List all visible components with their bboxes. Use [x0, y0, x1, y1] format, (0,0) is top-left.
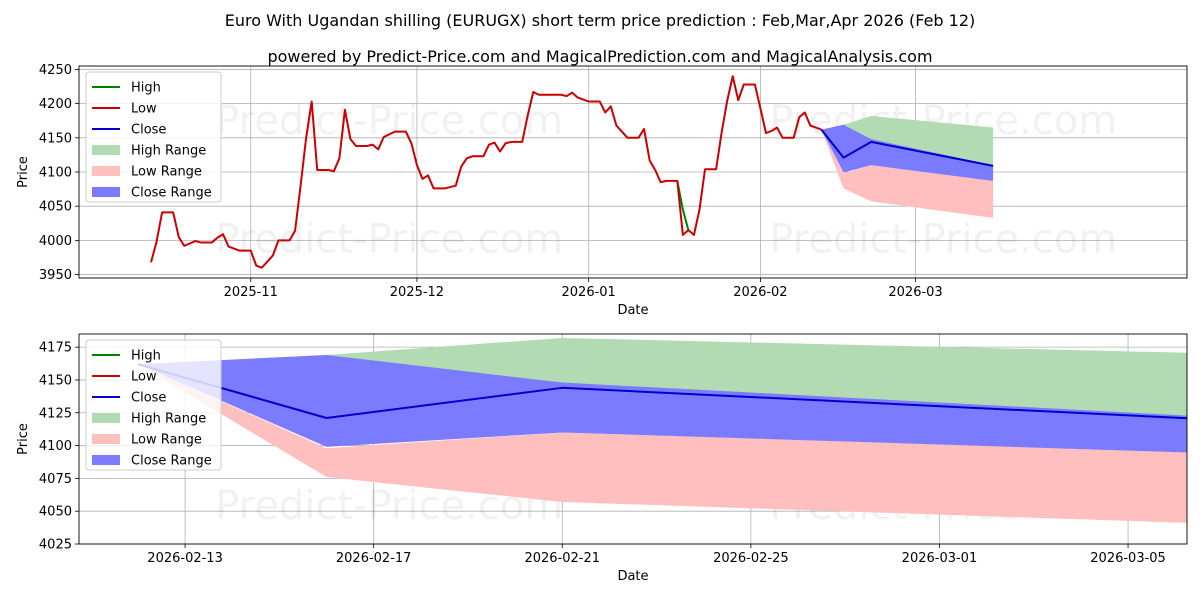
chart1-legend-label-high-range: High Range: [131, 144, 206, 159]
chart1-legend-swatch-close-range: [92, 187, 120, 197]
chart2-legend-label-low-range: Low Range: [131, 433, 202, 448]
chart1-x-tick-label: 2025-12: [390, 285, 444, 300]
chart1-legend-label-close-range: Close Range: [131, 186, 212, 201]
chart2-x-tick-label: 2026-03-05: [1090, 551, 1166, 566]
chart1-watermark: Predict-Price.com: [215, 98, 563, 144]
chart-1-history-and-forecast: 2025-11 2025-12 2026-01 2026-02 2026-03 3950 4…: [16, 63, 1188, 318]
chart2-legend-swatch-low-range: [92, 434, 120, 444]
chart1-legend-label-high: High: [131, 81, 161, 96]
chart-subtitle: powered by Predict-Price.com and Magical…: [267, 47, 932, 66]
chart-title: Euro With Ugandan shilling (EURUGX) shor…: [225, 11, 976, 30]
chart2-y-tick-label: 4175: [39, 341, 72, 356]
chart1-x-tick-label: 2025-11: [224, 285, 278, 300]
chart2-legend-swatch-high-range: [92, 413, 120, 423]
chart1-y-tick-label: 4200: [39, 97, 72, 112]
chart2-high-range-band: [137, 337, 1187, 417]
chart1-x-tick-label: 2026-01: [562, 285, 616, 300]
chart2-legend-label-high-range: High Range: [131, 412, 206, 427]
chart2-y-tick-label: 4150: [39, 373, 72, 388]
chart1-y-axis-label: Price: [16, 156, 31, 188]
chart2-legend-label-low: Low: [131, 370, 157, 385]
chart2-close-line: [137, 363, 1187, 420]
chart1-low-range-band: [821, 129, 994, 218]
chart1-y-tick-label: 4100: [39, 166, 72, 181]
chart2-y-tick-label: 4050: [39, 505, 72, 520]
chart1-watermark: Predict-Price.com: [215, 217, 563, 263]
chart2-x-axis-label: Date: [617, 569, 648, 584]
chart2-legend-label-close-range: Close Range: [131, 454, 212, 469]
chart1-legend-swatch-high-range: [92, 145, 120, 155]
chart1-series-group: [150, 75, 994, 269]
chart2-series-group: [137, 337, 1187, 523]
chart2-low-range-band: [137, 364, 1187, 523]
chart2-x-tick-label: 2026-02-13: [147, 551, 223, 566]
chart1-legend-label-close: Close: [131, 123, 166, 138]
chart1-x-axis-label: Date: [617, 303, 648, 318]
chart1-y-tick-label: 3950: [39, 268, 72, 283]
chart1-y-tick-label: 4050: [39, 200, 72, 215]
chart2-y-tick-label: 4025: [39, 538, 72, 553]
chart2-y-tick-label: 4125: [39, 406, 72, 421]
chart1-low-line: [150, 75, 822, 269]
chart2-y-tick-label: 4100: [39, 439, 72, 454]
chart1-close-line: [820, 128, 994, 167]
chart2-legend-label-close: Close: [131, 391, 166, 406]
chart1-y-tick-label: 4000: [39, 234, 72, 249]
chart2-x-tick-label: 2026-03-01: [902, 551, 978, 566]
chart-2-forecast-zoom: 2026-02-13 2026-02-17 2026-02-21 2026-02-25…: [16, 333, 1188, 584]
chart1-legend-label-low: Low: [131, 102, 157, 117]
chart1-axes-frame: [78, 65, 1188, 279]
chart2-axes-frame: [78, 333, 1188, 545]
chart1-y-tick-label: 4150: [39, 131, 72, 146]
chart2-legend-swatch-close-range: [92, 455, 120, 465]
chart2-x-tick-label: 2026-02-21: [524, 551, 600, 566]
chart2-close-range-band: [137, 355, 1187, 453]
chart2-x-tick-label: 2026-02-17: [336, 551, 412, 566]
chart2-x-tick-label: 2026-02-25: [713, 551, 789, 566]
chart1-y-tick-label: 4250: [39, 63, 72, 78]
chart2-y-tick-label: 4075: [39, 472, 72, 487]
chart1-legend-swatch-low-range: [92, 166, 120, 176]
chart2-legend-label-high: High: [131, 349, 161, 364]
chart2-y-axis-label: Price: [16, 423, 31, 455]
chart1-legend-label-low-range: Low Range: [131, 165, 202, 180]
chart1-close-range-band: [821, 124, 994, 181]
chart1-watermark: Predict-Price.com: [769, 217, 1117, 263]
chart1-high-range-band: [821, 115, 994, 166]
chart1-x-tick-label: 2026-03: [888, 285, 942, 300]
chart1-x-tick-label: 2026-02: [733, 285, 787, 300]
